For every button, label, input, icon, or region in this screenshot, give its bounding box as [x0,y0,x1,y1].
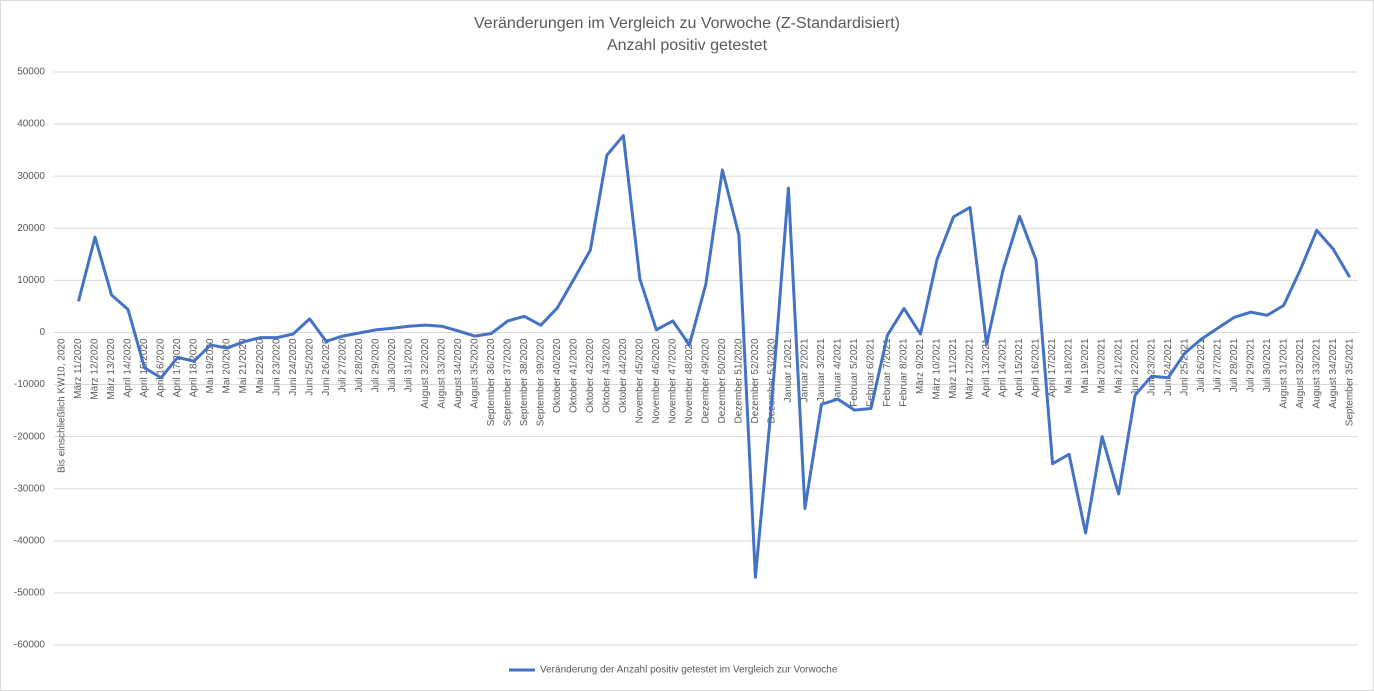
y-tick-label: -40000 [14,535,46,546]
x-tick-label: Dezember 49/2020 [701,338,712,423]
x-tick-label: August 34/2021 [1328,338,1339,408]
x-tick-label: August 31/2021 [1278,338,1289,408]
x-tick-label: Juni 25/2021 [1179,338,1190,396]
x-tick-label: Mai 18/2021 [1064,338,1075,393]
x-tick-label: Juni 26/2020 [321,338,332,396]
x-tick-label: August 35/2020 [469,338,480,408]
x-tick-label: April 17/2021 [1047,338,1058,397]
x-tick-label: Januar 3/2021 [816,338,827,402]
x-tick-label: Oktober 40/2020 [552,338,563,413]
x-tick-label: August 34/2020 [453,338,464,408]
x-tick-label: Juli 31/2020 [403,338,414,392]
x-tick-label: Oktober 44/2020 [618,338,629,413]
y-tick-label: 30000 [17,171,45,182]
y-tick-label: -10000 [14,379,46,390]
x-tick-label: August 32/2020 [420,338,431,408]
x-tick-label: Juli 30/2020 [387,338,398,392]
x-tick-label: Juni 22/2021 [1130,338,1141,396]
y-tick-label: 20000 [17,223,45,234]
x-tick-label: Mai 21/2021 [1113,338,1124,393]
x-tick-label: September 35/2021 [1344,338,1355,426]
x-tick-label: Dezember 52/2020 [750,338,761,423]
x-tick-label: Juli 28/2021 [1229,338,1240,392]
x-tick-label: August 33/2020 [436,338,447,408]
x-tick-label: Mai 22/2020 [255,338,266,393]
x-tick-label: April 17/2020 [172,338,183,397]
x-tick-label: Juni 25/2020 [304,338,315,396]
x-tick-label: Februar 7/2021 [882,338,893,407]
legend-label: Veränderung der Anzahl positiv getestet … [540,665,838,676]
x-tick-label: Juli 29/2021 [1245,338,1256,392]
x-tick-label: April 16/2020 [156,338,167,397]
chart-subtitle: Anzahl positiv getestet [607,37,768,54]
x-tick-label: Juli 28/2020 [354,338,365,392]
x-tick-label: Oktober 43/2020 [601,338,612,413]
x-tick-label: März 11/2020 [73,338,84,399]
y-tick-label: 0 [39,327,45,338]
x-tick-label: Dezember 51/2020 [734,338,745,423]
y-tick-label: -30000 [14,483,46,494]
y-tick-label: -20000 [14,431,46,442]
x-tick-label: April 14/2020 [123,338,134,397]
x-tick-label: Februar 5/2021 [849,338,860,407]
x-tick-label: September 36/2020 [486,338,497,426]
x-tick-label: Januar 1/2021 [783,338,794,402]
x-tick-label: November 47/2020 [667,338,678,423]
x-tick-label: April 14/2021 [998,338,1009,397]
x-tick-label: November 48/2020 [684,338,695,423]
x-tick-label: Juni 23/2020 [271,338,282,396]
x-tick-label: Februar 6/2021 [866,338,877,407]
x-tick-label: Juni 24/2020 [288,338,299,396]
x-tick-label: April 16/2021 [1031,338,1042,397]
x-tick-label: Mai 21/2020 [238,338,249,393]
x-tick-label: Februar 8/2021 [899,338,910,407]
x-tick-label: Juli 26/2021 [1196,338,1207,392]
x-tick-label: April 13/2021 [981,338,992,397]
x-tick-label: August 33/2021 [1311,338,1322,408]
x-tick-label: Mai 20/2021 [1097,338,1108,393]
x-tick-label: März 9/2021 [915,338,926,394]
x-tick-label: Oktober 41/2020 [568,338,579,413]
x-tick-label: März 11/2021 [948,338,959,399]
x-tick-label: April 15/2021 [1014,338,1025,397]
x-tick-label: Juli 27/2020 [337,338,348,392]
x-tick-label: Oktober 42/2020 [585,338,596,413]
x-tick-label: Juli 30/2021 [1262,338,1273,392]
x-tick-label: Juni 24/2021 [1163,338,1174,396]
x-tick-label: September 37/2020 [502,338,513,426]
x-tick-label: Januar 2/2021 [800,338,811,402]
x-tick-label: Juli 27/2021 [1212,338,1223,392]
y-tick-label: -60000 [14,640,46,651]
x-tick-label: März 10/2021 [932,338,943,400]
y-tick-label: 40000 [17,119,45,130]
x-tick-label: April 18/2020 [189,338,200,397]
x-tick-label: August 32/2021 [1295,338,1306,408]
x-tick-label: September 38/2020 [519,338,530,426]
x-tick-label: Juni 23/2021 [1146,338,1157,396]
x-tick-label: Dezember 50/2020 [717,338,728,423]
x-tick-label: Bis einschließlich KW10, 2020 [57,338,68,473]
x-tick-label: Januar 4/2021 [833,338,844,402]
x-tick-label: Mai 19/2020 [205,338,216,393]
x-tick-label: November 45/2020 [634,338,645,423]
y-tick-label: 10000 [17,275,45,286]
chart-title: Veränderungen im Vergleich zu Vorwoche (… [474,15,900,32]
x-tick-label: Juli 29/2020 [370,338,381,392]
y-tick-label: -50000 [14,588,46,599]
y-tick-label: 50000 [17,67,45,78]
x-tick-label: März 12/2020 [90,338,101,400]
line-series [77,134,1352,579]
x-tick-label: März 13/2020 [106,338,117,400]
x-tick-label: September 39/2020 [535,338,546,426]
x-tick-label: November 46/2020 [651,338,662,423]
x-tick-label: Mai 19/2021 [1080,338,1091,393]
x-tick-label: Mai 20/2020 [222,338,233,393]
x-tick-label: März 12/2021 [965,338,976,400]
